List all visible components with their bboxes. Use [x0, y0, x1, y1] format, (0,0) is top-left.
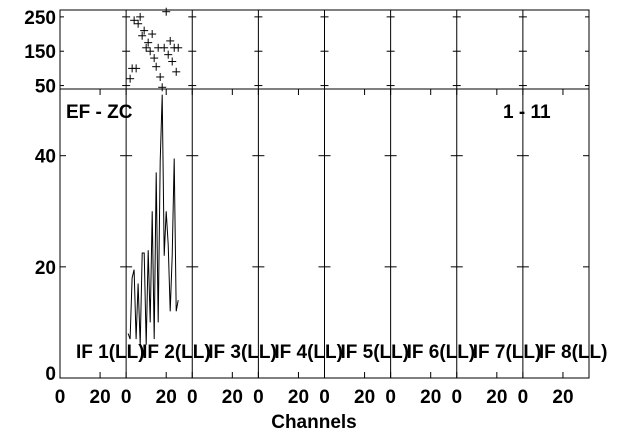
x-tick-label: 0 [451, 387, 462, 408]
spectrum-line [127, 94, 179, 345]
x-tick-label: 0 [55, 387, 66, 408]
scatter-point [148, 30, 157, 39]
panel-label-if-2: IF 2(LL) [142, 342, 211, 363]
scatter-point [168, 57, 177, 66]
scatter-point [158, 83, 167, 92]
x-tick-label: 0 [385, 387, 396, 408]
scatter-point [162, 7, 171, 16]
y-tick-label: 20 [35, 258, 56, 279]
scatter-point [142, 43, 151, 52]
panel-label-if-1: IF 1(LL) [76, 342, 145, 363]
scatter-point [136, 12, 145, 21]
scatter-point [134, 19, 143, 28]
x-tick-label: 20 [486, 387, 507, 408]
axis-labels: 0 20 40 50 150 250 0 20 0 20 0 20 0 20 0 20 0 20 0 20 0 20 IF … [24, 8, 607, 408]
panel-label-if-3: IF 3(LL) [208, 342, 277, 363]
scatter-point [156, 72, 165, 81]
scatter-point [172, 67, 181, 76]
scatter-point [144, 38, 153, 47]
scatter-point [138, 31, 147, 40]
scatter-point [174, 43, 183, 52]
scatter-point [130, 16, 139, 25]
x-tick-label: 20 [90, 387, 111, 408]
tick-marks [59, 16, 589, 379]
corner-label-left: EF - ZC [66, 102, 133, 123]
scatter-point [152, 62, 161, 71]
x-tick-label: 0 [253, 387, 264, 408]
scatter-point [150, 54, 159, 63]
corner-label-right: 1 - 11 [503, 102, 551, 123]
x-tick-label: 0 [121, 387, 132, 408]
y-tick-label: 0 [45, 364, 56, 385]
x-tick-label: 0 [319, 387, 330, 408]
x-tick-label: 0 [187, 387, 198, 408]
x-axis-title: Channels [271, 412, 357, 432]
panel-label-if-6: IF 6(LL) [407, 342, 476, 363]
scatter-point [160, 43, 169, 52]
panel-label-if-8: IF 8(LL) [539, 342, 608, 363]
panel-label-if-7: IF 7(LL) [473, 342, 542, 363]
scatter-point [146, 47, 155, 56]
scatter-point [140, 26, 149, 35]
y-tick-label: 40 [35, 147, 56, 168]
panel-label-if-4: IF 4(LL) [274, 342, 343, 363]
panel-label-if-5: IF 5(LL) [341, 342, 410, 363]
top-y-tick-label: 50 [35, 77, 56, 98]
top-y-tick-label: 150 [24, 42, 56, 63]
x-tick-label: 20 [420, 387, 441, 408]
scatter-point [126, 74, 135, 83]
x-tick-label: 20 [354, 387, 375, 408]
x-tick-label: 20 [156, 387, 177, 408]
scatter-point [164, 50, 173, 59]
x-tick-label: 0 [518, 387, 529, 408]
spectrum-row [59, 10, 590, 379]
scatter-point [166, 36, 175, 45]
x-tick-label: 20 [222, 387, 243, 408]
scatter-point [132, 64, 141, 73]
x-tick-label: 20 [288, 387, 309, 408]
top-y-tick-label: 250 [24, 8, 56, 29]
x-tick-label: 20 [552, 387, 573, 408]
